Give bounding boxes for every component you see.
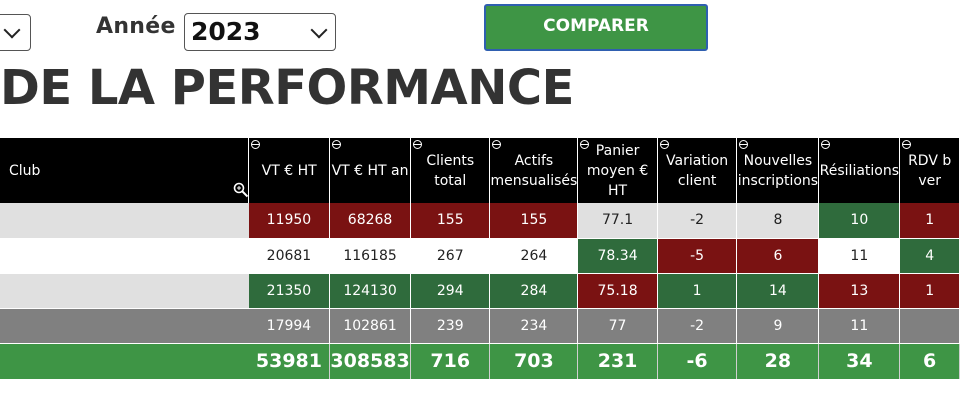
total-cell: 34 — [818, 343, 901, 380]
total-cell: 6 — [899, 343, 960, 380]
table-cell: 78.34 — [577, 238, 658, 274]
table-cell: -2 — [657, 308, 738, 344]
page-title: DE LA PERFORMANCE — [0, 60, 574, 116]
table-cell: 20681 — [248, 238, 331, 274]
table-cell: 124130 — [329, 273, 412, 309]
col-header-variation[interactable]: Variation client — [657, 138, 738, 203]
col-header-vt-an[interactable]: VT € HT an — [329, 138, 412, 203]
table-cell: 77 — [577, 308, 658, 344]
table-cell: 75.18 — [577, 273, 658, 309]
year-value: 2023 — [191, 17, 261, 46]
table-row[interactable]: 11950 68268 155 155 77.1 -2 8 10 1 — [0, 203, 960, 239]
table-cell: -5 — [657, 238, 738, 274]
table-cell: 8 — [736, 203, 820, 239]
year-label: Année — [96, 14, 176, 39]
table-cell: 4 — [899, 238, 960, 274]
search-icon[interactable] — [233, 182, 249, 198]
club-name-cell — [0, 238, 249, 274]
table-cell: 116185 — [329, 238, 412, 274]
table-cell: 21350 — [248, 273, 331, 309]
total-cell: 53981 — [248, 343, 331, 380]
table-cell: 1 — [657, 273, 738, 309]
col-header-club[interactable]: Club — [0, 138, 250, 203]
club-name-cell — [0, 273, 249, 309]
header-row: Club VT € HT VT € HT an Clients total Ac… — [0, 138, 960, 203]
sort-icon[interactable] — [251, 140, 261, 149]
sort-icon[interactable] — [902, 140, 912, 149]
table-cell: 11 — [818, 238, 901, 274]
table-cell: 17994 — [248, 308, 331, 344]
table-cell: 68268 — [329, 203, 412, 239]
col-header-rdv[interactable]: RDV b ver — [899, 138, 960, 203]
col-header-resiliations[interactable]: Résiliations — [818, 138, 901, 203]
table-cell: 14 — [736, 273, 820, 309]
table-cell: 264 — [489, 238, 579, 274]
table-cell: 102861 — [329, 308, 412, 344]
sort-icon[interactable] — [492, 140, 502, 149]
performance-table: Club VT € HT VT € HT an Clients total Ac… — [0, 138, 960, 380]
chevron-down-icon — [310, 21, 328, 39]
sort-icon[interactable] — [821, 140, 831, 149]
table-cell: 239 — [410, 308, 491, 344]
sort-icon[interactable] — [580, 140, 590, 149]
table-cell: 11 — [818, 308, 901, 344]
sort-icon[interactable] — [739, 140, 749, 149]
sort-icon[interactable] — [332, 140, 342, 149]
table-cell: 9 — [736, 308, 820, 344]
table-cell: 1 — [899, 203, 960, 239]
table-cell: 155 — [410, 203, 491, 239]
table-row[interactable]: 21350 124130 294 284 75.18 1 14 13 1 — [0, 273, 960, 309]
total-cell: 28 — [736, 343, 820, 380]
sort-icon[interactable] — [413, 140, 423, 149]
club-select[interactable] — [0, 14, 31, 51]
totals-label-cell — [0, 343, 249, 380]
total-cell: 231 — [577, 343, 658, 380]
total-cell: 716 — [410, 343, 491, 380]
col-header-actifs[interactable]: Actifs mensualisés — [489, 138, 579, 203]
chevron-down-icon — [3, 21, 21, 39]
total-cell: 703 — [489, 343, 579, 380]
year-select[interactable]: 2023 — [184, 13, 336, 51]
total-cell: -6 — [657, 343, 738, 380]
table-cell: 10 — [818, 203, 901, 239]
table-cell: -2 — [657, 203, 738, 239]
totals-row: 53981 308583 716 703 231 -6 28 34 6 — [0, 343, 960, 380]
table-cell: 11950 — [248, 203, 331, 239]
table-cell — [899, 308, 960, 344]
col-header-panier[interactable]: Panier moyen € HT — [577, 138, 658, 203]
table-row[interactable]: 20681 116185 267 264 78.34 -5 6 11 4 — [0, 238, 960, 274]
col-header-clients-total[interactable]: Clients total — [410, 138, 491, 203]
table-cell: 284 — [489, 273, 579, 309]
col-header-vt[interactable]: VT € HT — [248, 138, 331, 203]
table-cell: 1 — [899, 273, 960, 309]
table-cell: 77.1 — [577, 203, 658, 239]
table-row[interactable]: 17994 102861 239 234 77 -2 9 11 — [0, 308, 960, 344]
compare-button[interactable]: COMPARER — [484, 4, 708, 51]
table-cell: 234 — [489, 308, 579, 344]
table-cell: 13 — [818, 273, 901, 309]
sort-icon[interactable] — [659, 140, 669, 149]
col-header-nouvelles[interactable]: Nouvelles inscriptions — [736, 138, 820, 203]
total-cell: 308583 — [329, 343, 412, 380]
table-cell: 155 — [489, 203, 579, 239]
table-cell: 6 — [736, 238, 820, 274]
col-header-label: Club — [9, 162, 41, 179]
club-name-cell — [0, 203, 249, 239]
table-cell: 267 — [410, 238, 491, 274]
table-cell: 294 — [410, 273, 491, 309]
club-name-cell — [0, 308, 249, 344]
